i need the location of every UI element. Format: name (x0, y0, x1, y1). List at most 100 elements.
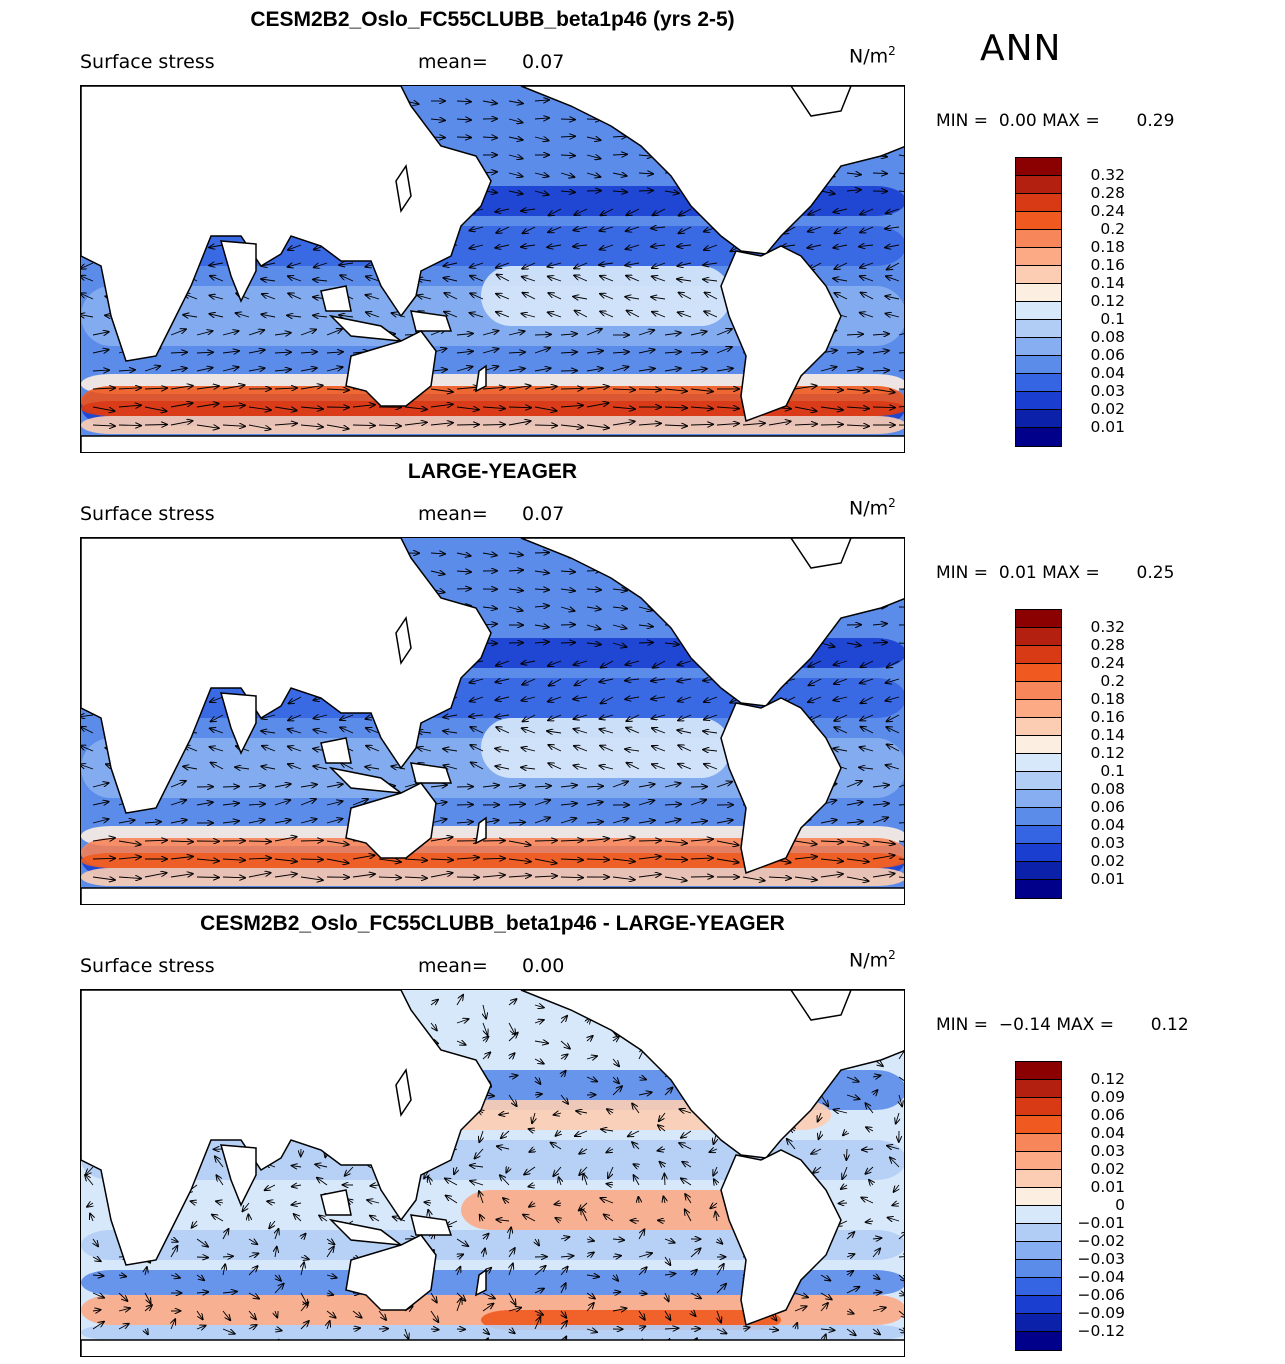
stress-vector (211, 714, 224, 722)
stress-vector (560, 1016, 567, 1024)
stress-vector (834, 714, 848, 721)
stress-vector (366, 728, 380, 734)
colorbar-swatch (1016, 1206, 1061, 1224)
stress-vector (534, 818, 550, 824)
stress-vector (820, 1094, 828, 1106)
stress-vector (573, 227, 588, 230)
stress-vector (548, 745, 562, 752)
stress-vector (483, 1004, 486, 1019)
stress-vector (560, 571, 575, 572)
stress-vector (600, 311, 614, 318)
stress-vector (808, 660, 822, 667)
stress-vector (820, 874, 843, 877)
stress-vector (535, 1076, 540, 1084)
stress-vector (613, 1036, 619, 1041)
min-value: 0.00 (998, 111, 1037, 131)
stress-vector (638, 820, 655, 823)
colorbar-swatch (1016, 664, 1061, 682)
stress-vector (885, 296, 900, 299)
colorbar-tick-label: 0.18 (1090, 690, 1125, 708)
stress-vector (288, 729, 302, 733)
stress-vector (586, 368, 603, 371)
stress-vector (638, 173, 653, 174)
stress-vector (651, 297, 666, 299)
stress-vector (534, 786, 551, 787)
stress-vector (625, 679, 640, 681)
stress-vector (872, 841, 895, 844)
stress-vector (210, 728, 224, 734)
stress-vector (482, 607, 497, 609)
stress-vector (599, 263, 614, 265)
stress-vector (898, 405, 904, 408)
stress-vector (794, 857, 817, 859)
stress-vector (482, 1022, 488, 1035)
stress-vector (626, 227, 640, 231)
stress-vector (820, 389, 843, 390)
stress-vector (861, 727, 874, 734)
units-exponent: 2 (888, 496, 896, 510)
stress-vector (118, 405, 141, 407)
stress-vector (846, 821, 863, 823)
colorbar-tick-label: 0.08 (1090, 328, 1125, 346)
stress-vector (861, 660, 874, 667)
stress-vector (496, 660, 510, 666)
stress-vector (118, 370, 135, 371)
stress-vector (872, 642, 887, 643)
stress-vector (522, 678, 536, 685)
stress-vector (443, 278, 458, 281)
stress-vector (456, 137, 471, 138)
stress-vector (560, 589, 575, 591)
stress-vector (430, 837, 453, 842)
stress-vector (860, 313, 874, 318)
stress-vector (522, 277, 536, 282)
colorbar-swatch (1016, 1242, 1061, 1260)
min-label: MIN = (936, 111, 989, 131)
colorbar-tick-label: 0.24 (1090, 202, 1125, 220)
stress-vector (664, 804, 681, 805)
stress-vector (612, 1076, 619, 1083)
stress-vector (820, 859, 843, 861)
stress-vector (170, 857, 193, 860)
stress-vector (625, 749, 640, 751)
stress-vector (196, 386, 219, 389)
min-max-line: MIN = 0.01 MAX = 0.25 (936, 563, 1174, 583)
stress-vector (846, 369, 863, 371)
stress-vector (612, 838, 635, 842)
max-value: 0.12 (1150, 1015, 1189, 1035)
stress-vector (860, 714, 874, 721)
stress-vector (300, 352, 317, 353)
stress-vector (222, 786, 239, 787)
stress-vector (248, 820, 265, 823)
stress-vector (470, 276, 484, 282)
stress-vector (456, 101, 471, 102)
stress-vector (664, 819, 681, 823)
stress-vector (677, 279, 692, 281)
stress-vector (860, 262, 874, 268)
stress-vector (300, 784, 317, 787)
stress-vector (716, 820, 733, 823)
stress-vector (664, 191, 679, 193)
stress-vector (612, 389, 635, 390)
stress-vector (612, 352, 629, 353)
colorbar-swatch (1016, 1116, 1061, 1134)
stress-vector (300, 819, 317, 824)
stress-vector (92, 332, 109, 335)
stress-vector (300, 859, 323, 860)
stress-vector (808, 696, 822, 702)
stress-vector (430, 873, 453, 878)
stress-vector (521, 767, 536, 769)
stress-vector (534, 425, 557, 426)
stress-vector (248, 407, 271, 410)
stress-vector (456, 425, 479, 426)
stress-vector (430, 1000, 438, 1005)
stress-vector (898, 352, 904, 354)
stress-vector (495, 245, 510, 248)
stress-vector (638, 423, 661, 425)
stress-vector (508, 369, 525, 372)
colorbar-swatch (1016, 428, 1061, 446)
stress-vector (534, 348, 550, 354)
stress-vector (677, 730, 692, 733)
stress-vector (898, 858, 904, 860)
stress-vector (807, 245, 822, 248)
stress-vector (236, 313, 250, 317)
